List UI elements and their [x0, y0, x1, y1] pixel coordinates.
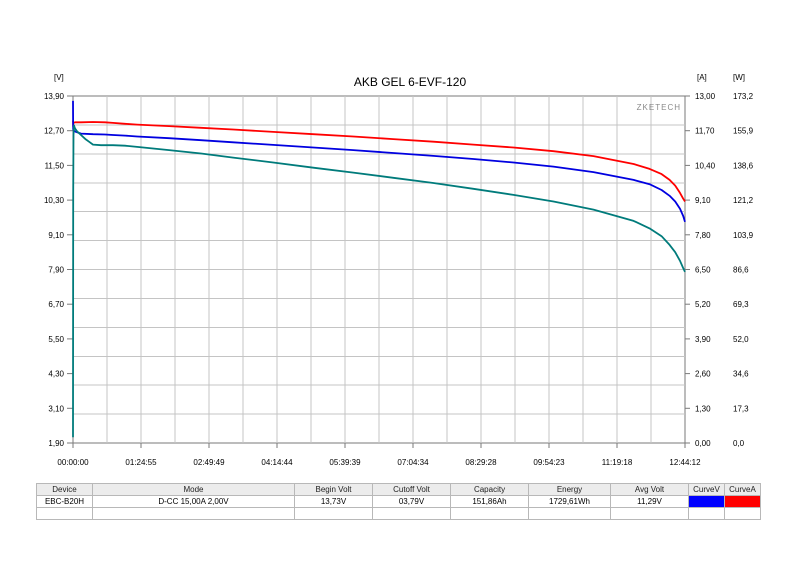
header-device: Device [36, 483, 93, 496]
empty-cell [528, 507, 611, 520]
curve-a-swatch-cell[interactable] [724, 495, 761, 508]
cell-avg-volt: 11,29V [610, 495, 689, 508]
cell-capacity: 151,86Ah [450, 495, 529, 508]
curve-v-swatch-cell[interactable] [688, 495, 725, 508]
header-avg-volt: Avg Volt [610, 483, 689, 496]
empty-cell [36, 507, 93, 520]
table-header-row: Device Mode Begin Volt Cutoff Volt Capac… [36, 483, 761, 496]
series-line-red [72, 120, 686, 202]
current-tick-label: 7,80 [695, 231, 711, 240]
empty-cell [610, 507, 689, 520]
current-tick-label: 1,30 [695, 404, 711, 413]
cell-begin-volt: 13,73V [294, 495, 373, 508]
watermark: ZKETECH [637, 103, 681, 112]
time-tick-label: 00:00:00 [57, 458, 89, 467]
time-tick-label: 08:29:28 [465, 458, 497, 467]
time-tick-label: 07:04:34 [397, 458, 429, 467]
time-tick-label: 09:54:23 [533, 458, 565, 467]
table-row: EBC-B20H D-CC 15,00A 2,00V 13,73V 03,79V… [36, 495, 761, 508]
time-tick-label: 04:14:44 [261, 458, 293, 467]
cell-cutoff-volt: 03,79V [372, 495, 451, 508]
voltage-tick-label: 13,90 [44, 92, 65, 101]
voltage-tick-label: 7,90 [48, 266, 64, 275]
voltage-tick-label: 3,10 [48, 404, 64, 413]
current-tick-label: 9,10 [695, 196, 711, 205]
curve-a-swatch[interactable] [725, 496, 760, 507]
table-empty-row [36, 507, 761, 520]
time-tick-label: 01:24:55 [125, 458, 157, 467]
power-tick-label: 155,9 [733, 127, 754, 136]
header-curve-v: CurveV [688, 483, 725, 496]
cell-energy: 1729,61Wh [528, 495, 611, 508]
voltage-tick-label: 10,30 [44, 196, 65, 205]
time-tick-label: 02:49:49 [193, 458, 225, 467]
power-tick-label: 69,3 [733, 300, 749, 309]
power-tick-label: 103,9 [733, 231, 754, 240]
current-tick-label: 11,70 [695, 127, 715, 136]
empty-cell [92, 507, 295, 520]
current-tick-label: 10,40 [695, 161, 716, 170]
chart-title: AKB GEL 6-EVF-120 [354, 75, 467, 89]
header-cutoff-volt: Cutoff Volt [372, 483, 451, 496]
power-tick-label: 173,2 [733, 92, 754, 101]
curve-v-swatch[interactable] [689, 496, 724, 507]
current-axis-unit: [A] [697, 73, 707, 82]
header-begin-volt: Begin Volt [294, 483, 373, 496]
empty-cell [372, 507, 451, 520]
empty-cell [450, 507, 529, 520]
series-layer [72, 100, 686, 438]
discharge-chart: AKB GEL 6-EVF-120 ZKETECH [V] [A] [W] 13… [44, 73, 754, 467]
current-tick-label: 13,00 [695, 92, 716, 101]
current-tick-label: 3,90 [695, 335, 711, 344]
cell-device: EBC-B20H [36, 495, 93, 508]
summary-table: Device Mode Begin Volt Cutoff Volt Capac… [36, 483, 761, 520]
current-tick-label: 5,20 [695, 300, 711, 309]
cell-mode: D-CC 15,00A 2,00V [92, 495, 295, 508]
axis-ticks: 13,90 12,70 11,50 10,30 9,10 7,90 6,70 5,50 4,30… [44, 92, 754, 467]
empty-cell [294, 507, 373, 520]
empty-cell [724, 507, 761, 520]
power-tick-label: 138,6 [733, 161, 754, 170]
voltage-tick-label: 1,90 [48, 439, 64, 448]
time-tick-label: 12:44:12 [669, 458, 701, 467]
header-curve-a: CurveA [724, 483, 761, 496]
voltage-tick-label: 4,30 [48, 370, 64, 379]
series-line-teal [72, 124, 686, 438]
power-tick-label: 121,2 [733, 196, 754, 205]
power-tick-label: 0,0 [733, 439, 745, 448]
current-tick-label: 6,50 [695, 266, 711, 275]
power-tick-label: 17,3 [733, 404, 749, 413]
time-tick-label: 11:19:18 [602, 458, 633, 467]
header-capacity: Capacity [450, 483, 529, 496]
time-tick-label: 05:39:39 [329, 458, 361, 467]
voltage-tick-label: 11,50 [45, 161, 65, 170]
header-mode: Mode [92, 483, 295, 496]
voltage-tick-label: 9,10 [48, 231, 64, 240]
power-tick-label: 34,6 [733, 370, 749, 379]
power-tick-label: 86,6 [733, 266, 749, 275]
power-axis-unit: [W] [733, 73, 745, 82]
empty-cell [688, 507, 725, 520]
voltage-tick-label: 6,70 [48, 300, 64, 309]
voltage-tick-label: 5,50 [48, 335, 64, 344]
voltage-tick-label: 12,70 [44, 127, 65, 136]
series-line-blue [72, 100, 686, 223]
power-tick-label: 52,0 [733, 335, 749, 344]
left-axis-unit: [V] [54, 73, 64, 82]
current-tick-label: 2,60 [695, 370, 711, 379]
grid [73, 96, 685, 443]
header-energy: Energy [528, 483, 611, 496]
current-tick-label: 0,00 [695, 439, 711, 448]
